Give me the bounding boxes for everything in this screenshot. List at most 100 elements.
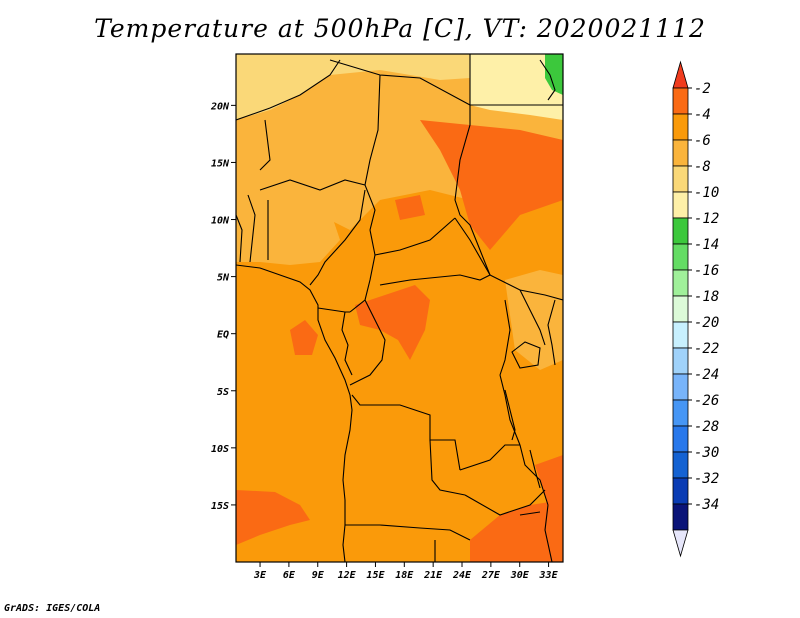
border-algeria-niger	[236, 59, 341, 121]
colorbar-labels: -2 -4 -6 -8 -10 -12 -14 -16 -18 -20 -22 -24 -26 -28 -3…	[688, 81, 719, 513]
border-sudan-chad	[454, 105, 491, 276]
lake-kariba	[519, 511, 541, 516]
lon-tick-label: 9E	[312, 570, 325, 581]
lat-tick-label: 15N	[211, 158, 230, 169]
border-zambia-zimbabwe	[464, 489, 546, 516]
lon-tick-label: 33E	[539, 570, 559, 581]
colorbar-box	[672, 451, 689, 479]
colorbar-label: -28	[694, 419, 719, 435]
region-chad-hot	[395, 195, 425, 220]
colorbar-label: -12	[694, 211, 719, 227]
colorbar-box	[672, 321, 689, 349]
coast-east-africa	[547, 299, 556, 366]
colorbar-label: -2	[694, 81, 711, 97]
border-drc-zambia	[459, 444, 520, 471]
region-ne-yellow	[470, 54, 563, 120]
border-uganda-kenya	[519, 289, 546, 346]
lake-malawi	[529, 449, 541, 489]
colorbar-box	[672, 425, 689, 453]
colorbar-label: -22	[694, 341, 719, 357]
colorbar-label: -16	[694, 263, 719, 279]
region-congo-hot	[355, 285, 430, 360]
colorbar-top-triangle	[672, 60, 689, 89]
lake-victoria	[511, 341, 541, 369]
colorbar-label: -32	[694, 471, 719, 487]
lat-tick-label: 5N	[217, 273, 230, 284]
border-mozambique	[544, 504, 553, 562]
colorbar-box	[672, 191, 689, 219]
lon-tick-label: 6E	[283, 570, 296, 581]
lon-tick-label: 15E	[366, 570, 385, 581]
border-niger-chad	[364, 74, 381, 231]
colorbar-label: -14	[694, 237, 719, 253]
map-fill-layer	[236, 54, 563, 562]
border-gabon-congo	[341, 311, 353, 376]
border-south-sudan-east	[489, 274, 563, 301]
map-title: Temperature at 500hPa [C], VT: 202002111…	[94, 14, 706, 43]
colorbar-label: -30	[694, 445, 719, 461]
border-angola-namibia	[345, 524, 471, 541]
colorbar-box	[672, 113, 689, 141]
colorbar-box	[672, 373, 689, 401]
lat-tick-label: 20N	[210, 101, 230, 112]
colorbar-box	[672, 399, 689, 427]
colorbar-label: -18	[694, 289, 719, 305]
colorbar-label: -4	[694, 107, 711, 123]
region-mozambique-hot	[535, 455, 563, 505]
lat-tick-label: 15S	[211, 501, 229, 512]
lon-tick-label: 30E	[510, 570, 530, 581]
border-car-south-sudan	[454, 217, 491, 276]
border-nigeria-cameroon	[309, 189, 366, 286]
border-drc-angola	[351, 394, 461, 471]
grads-credit: GrADS: IGES/COLA	[4, 603, 101, 614]
colorbar-label: -34	[694, 497, 719, 513]
colorbar-box	[672, 243, 689, 271]
colorbar-box	[672, 87, 689, 115]
region-east-lakes	[505, 270, 563, 370]
colorbar-label: -26	[694, 393, 719, 409]
lon-tick-label: 3E	[253, 570, 267, 581]
border-drc-east	[499, 374, 521, 446]
border-nigeria-north	[259, 179, 366, 191]
colorbar-boxes	[672, 60, 689, 558]
longitude-axis: 3E 6E 9E 12E 15E 18E 21E 24E 27E 30E 33E	[253, 562, 559, 581]
border-car-south	[379, 274, 491, 286]
border-benin-togo	[247, 194, 256, 263]
colorbar-box	[672, 269, 689, 297]
colorbar-bottom-triangle	[672, 529, 689, 558]
region-ne-green	[545, 54, 563, 95]
colorbar-label: -6	[694, 133, 711, 149]
border-drc-uganda	[499, 299, 511, 376]
lon-tick-label: 24E	[452, 570, 472, 581]
border-mali-niger	[259, 119, 271, 171]
border-cameroon-car	[349, 229, 376, 313]
colorbar-label: -20	[694, 315, 719, 331]
border-angola-zambia	[429, 439, 466, 496]
lon-tick-label: 21E	[423, 570, 443, 581]
coastline-west	[236, 264, 353, 562]
lon-tick-label: 27E	[481, 570, 501, 581]
lon-tick-label: 12E	[338, 570, 357, 581]
border-libya-chad-niger	[329, 59, 471, 106]
lat-tick-label: EQ	[217, 330, 229, 341]
colorbar-box	[672, 503, 689, 531]
colorbar-label: -24	[694, 367, 719, 383]
region-sudan-hot	[420, 120, 563, 250]
colorbar-box	[672, 295, 689, 323]
colorbar-box	[672, 217, 689, 245]
map-frame	[235, 53, 564, 563]
colorbar-box	[672, 477, 689, 505]
region-namibia-hot	[236, 490, 310, 545]
country-borders	[236, 54, 563, 562]
latitude-axis: 20N 15N 10N 5N EQ 5S 10S 15S	[210, 101, 236, 512]
region-west-africa	[236, 170, 340, 265]
border-congo-drc	[349, 299, 386, 386]
lon-tick-label: 18E	[395, 570, 414, 581]
colorbar-box	[672, 139, 689, 167]
region-far-north	[236, 54, 470, 120]
lake-tanganyika	[504, 389, 516, 441]
colorbar-label: -10	[694, 185, 719, 201]
border-malawi	[519, 444, 549, 506]
lat-tick-label: 5S	[217, 387, 229, 398]
